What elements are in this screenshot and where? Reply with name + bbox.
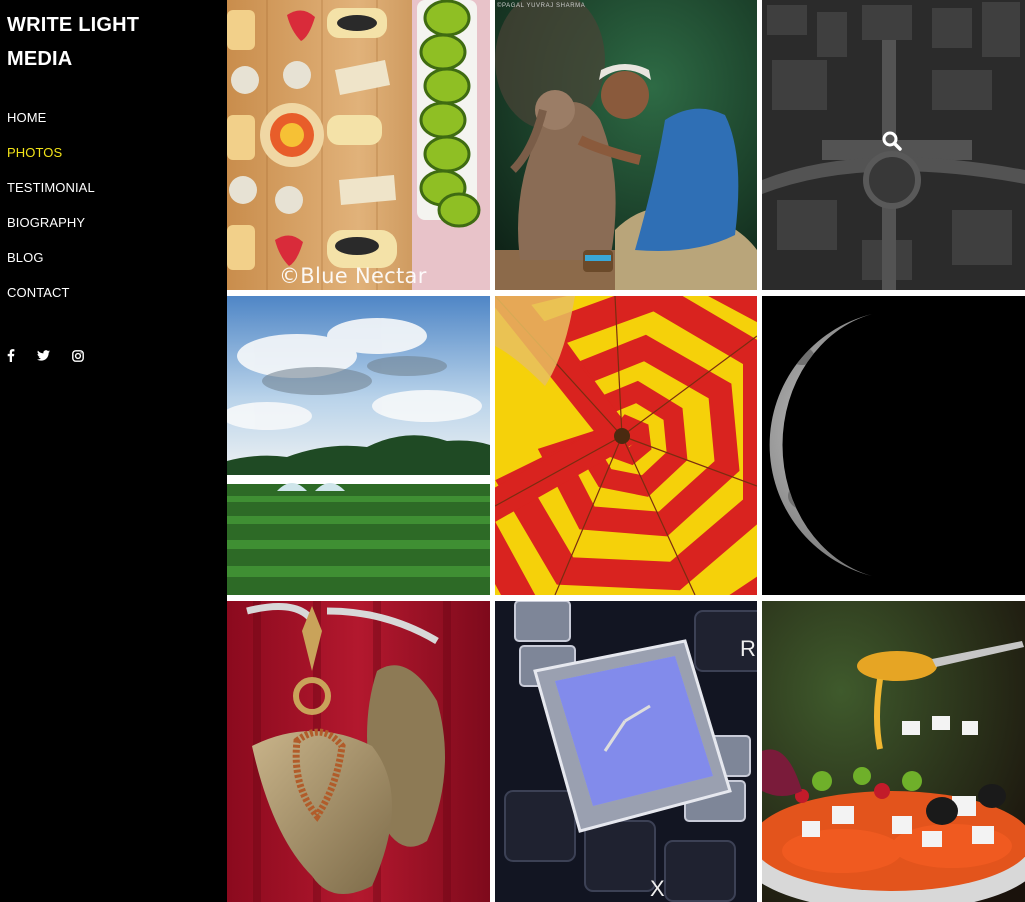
facebook-icon[interactable] (7, 349, 15, 362)
photo-watch-image: R X (495, 601, 757, 902)
nav-testimonial[interactable]: TESTIMONIAL (7, 180, 95, 195)
photo-watermark: ©Blue Nectar (279, 264, 427, 288)
photo-watch[interactable]: R X (495, 601, 757, 902)
twitter-icon[interactable] (37, 350, 50, 361)
photo-credit: ©PAGAL YUVRAJ SHARMA (497, 3, 586, 9)
site-title-line2: MEDIA (7, 48, 73, 70)
photo-landscape[interactable] (227, 296, 490, 595)
photo-salad-image (762, 601, 1025, 902)
photo-food-platter[interactable]: ©Blue Nectar (227, 0, 490, 290)
nav-home[interactable]: HOME (7, 110, 47, 125)
site-logo[interactable]: WRITE LIGHT MEDIA (7, 8, 139, 76)
social-links (7, 349, 84, 362)
photo-balloon[interactable] (495, 296, 757, 595)
nav-biography[interactable]: BIOGRAPHY (7, 215, 86, 230)
photo-aerial-city[interactable] (762, 0, 1025, 290)
main-nav: HOME PHOTOS TESTIMONIAL BIOGRAPHY BLOG C… (7, 108, 95, 318)
photo-moon-image (762, 296, 1025, 595)
photo-pendant-image (227, 601, 490, 902)
search-icon[interactable] (882, 131, 902, 151)
instagram-icon[interactable] (72, 349, 84, 362)
svg-text:R: R (740, 636, 756, 661)
photo-gallery: ©Blue Nectar ©PAGAL YUVRAJ SHARMA (227, 0, 1025, 902)
photo-pendant[interactable] (227, 601, 490, 902)
photo-balloon-image (495, 296, 757, 595)
nav-contact[interactable]: CONTACT (7, 285, 70, 300)
photo-food-platter-image (227, 0, 490, 290)
photo-moon[interactable] (762, 296, 1025, 595)
svg-text:X: X (650, 876, 665, 901)
sidebar: WRITE LIGHT MEDIA HOME PHOTOS TESTIMONIA… (0, 0, 227, 902)
photo-aerial-city-image (762, 0, 1025, 290)
nav-photos[interactable]: PHOTOS (7, 145, 63, 160)
photo-salad[interactable] (762, 601, 1025, 902)
nav-blog[interactable]: BLOG (7, 250, 44, 265)
photo-landscape-image (227, 296, 490, 595)
photo-idol-artist[interactable]: ©PAGAL YUVRAJ SHARMA (495, 0, 757, 290)
photo-idol-artist-image (495, 0, 757, 290)
site-title-line1: WRITE LIGHT (7, 14, 140, 36)
